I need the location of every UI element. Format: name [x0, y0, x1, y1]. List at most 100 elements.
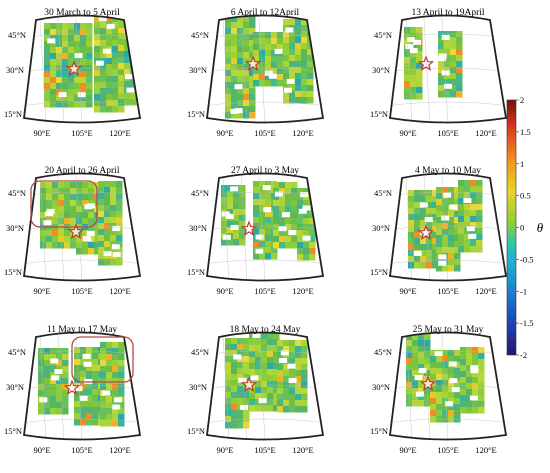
- colorbar: 2 1.5 1 0.5 0 -0.5 -1 -1.5 -2 θ: [506, 95, 544, 360]
- map-frame: [389, 14, 508, 124]
- longitude-label: 120°E: [292, 286, 313, 296]
- latitude-label: 45°N: [374, 188, 392, 198]
- panel-title: 18 May to 24 May: [230, 325, 301, 335]
- map-panel: 30 March to 5 April 45°N 30°N 15°N 90°E 105°E…: [4, 8, 142, 138]
- latitude-label: 45°N: [374, 347, 392, 357]
- panel-title: 6 April to 12April: [231, 8, 300, 18]
- latitude-label: 30°N: [372, 382, 390, 392]
- map-data-layer: [390, 332, 506, 440]
- star-icon: [67, 223, 85, 240]
- map-panel: 4 May to 10 May 45°N 30°N 15°N 90°E 105°E 120°…: [370, 166, 508, 296]
- latitude-label: 15°N: [187, 426, 205, 436]
- map-panel: 27 April to 3 May 45°N 30°N 15°N 90°E 105°E 12…: [187, 166, 325, 296]
- longitude-label: 105°E: [71, 286, 92, 296]
- map-panel: 20 April to 26 April 45°N 30°N 15°N 90°E 105°…: [4, 166, 142, 296]
- colorbar-label: θ: [537, 220, 544, 235]
- map-frame: [206, 172, 325, 282]
- map-frame: [206, 14, 325, 124]
- panel-title: 30 March to 5 April: [44, 8, 120, 18]
- map-panel: 11 May to 17 May 45°N 30°N 15°N 90°E 105°E 120…: [4, 325, 142, 455]
- longitude-label: 120°E: [109, 286, 130, 296]
- star-icon: [244, 55, 262, 72]
- latitude-label: 30°N: [6, 223, 24, 233]
- map-frame: [23, 14, 142, 124]
- longitude-label: 120°E: [475, 128, 496, 138]
- highlight-box: [71, 336, 134, 383]
- latitude-label: 45°N: [191, 188, 209, 198]
- star-icon: [417, 224, 435, 241]
- latitude-label: 30°N: [189, 65, 207, 75]
- map-data-layer: [207, 173, 323, 281]
- longitude-label: 90°E: [399, 286, 416, 296]
- longitude-label: 90°E: [399, 128, 416, 138]
- longitude-label: 120°E: [109, 445, 130, 455]
- colorbar-tick-label: -0.5: [520, 254, 533, 264]
- map-frame: [389, 172, 508, 282]
- latitude-label: 30°N: [372, 223, 390, 233]
- latitude-label: 15°N: [4, 426, 22, 436]
- longitude-label: 90°E: [33, 445, 50, 455]
- map-panel: 13 April to 19April 45°N 30°N 15°N 90°E 105°E…: [370, 8, 508, 138]
- colorbar-tick-label: -2: [520, 350, 527, 360]
- longitude-label: 90°E: [33, 128, 50, 138]
- longitude-label: 105°E: [437, 445, 458, 455]
- longitude-label: 120°E: [109, 128, 130, 138]
- latitude-label: 15°N: [370, 426, 388, 436]
- star-icon: [417, 55, 435, 72]
- longitude-label: 105°E: [71, 128, 92, 138]
- latitude-label: 15°N: [370, 267, 388, 277]
- longitude-label: 120°E: [292, 445, 313, 455]
- longitude-label: 90°E: [33, 286, 50, 296]
- panel-title: 13 April to 19April: [411, 8, 484, 18]
- colorbar-tick-label: -1: [520, 286, 527, 296]
- latitude-label: 15°N: [4, 267, 22, 277]
- latitude-label: 15°N: [370, 109, 388, 119]
- longitude-label: 105°E: [437, 128, 458, 138]
- map-data-layer: [207, 15, 323, 123]
- map-frame: [23, 172, 142, 282]
- panel-title: 20 April to 26 April: [45, 166, 120, 176]
- map-panel: 25 May to 31 May 45°N 30°N 15°N 90°E 105°E 120…: [370, 325, 508, 455]
- star-icon: [63, 379, 81, 396]
- panel-title: 4 May to 10 May: [415, 166, 481, 176]
- longitude-label: 120°E: [475, 286, 496, 296]
- longitude-label: 105°E: [254, 286, 275, 296]
- map-frame: [389, 331, 508, 441]
- latitude-label: 30°N: [6, 65, 24, 75]
- longitude-label: 90°E: [216, 128, 233, 138]
- colorbar-gradient: [506, 99, 517, 356]
- longitude-label: 90°E: [216, 445, 233, 455]
- latitude-label: 15°N: [187, 109, 205, 119]
- longitude-label: 90°E: [399, 445, 416, 455]
- latitude-label: 15°N: [187, 267, 205, 277]
- map-panel: 6 April to 12April 45°N 30°N 15°N 90°E 105°E 1…: [187, 8, 325, 138]
- latitude-label: 45°N: [374, 30, 392, 40]
- latitude-label: 45°N: [8, 188, 26, 198]
- latitude-label: 45°N: [8, 30, 26, 40]
- map-frame: [23, 331, 142, 441]
- longitude-label: 105°E: [437, 286, 458, 296]
- longitude-label: 120°E: [475, 445, 496, 455]
- latitude-label: 30°N: [6, 382, 24, 392]
- latitude-label: 45°N: [8, 347, 26, 357]
- colorbar-tick-label: 2: [520, 95, 524, 105]
- highlight-box: [30, 180, 98, 228]
- colorbar-tick-label: -1.5: [520, 318, 533, 328]
- latitude-label: 45°N: [191, 347, 209, 357]
- map-data-layer: [24, 332, 140, 440]
- map-frame: [206, 331, 325, 441]
- longitude-label: 105°E: [254, 445, 275, 455]
- colorbar-tick-label: 0.5: [520, 191, 531, 201]
- panel-title: 27 April to 3 May: [231, 166, 299, 176]
- latitude-label: 45°N: [191, 30, 209, 40]
- star-icon: [240, 376, 258, 393]
- map-data-layer: [24, 173, 140, 281]
- panel-title: 11 May to 17 May: [47, 325, 118, 335]
- latitude-label: 30°N: [189, 382, 207, 392]
- colorbar-tick-label: 1: [520, 159, 524, 169]
- star-icon: [419, 375, 437, 392]
- longitude-label: 105°E: [71, 445, 92, 455]
- longitude-label: 120°E: [292, 128, 313, 138]
- longitude-label: 90°E: [216, 286, 233, 296]
